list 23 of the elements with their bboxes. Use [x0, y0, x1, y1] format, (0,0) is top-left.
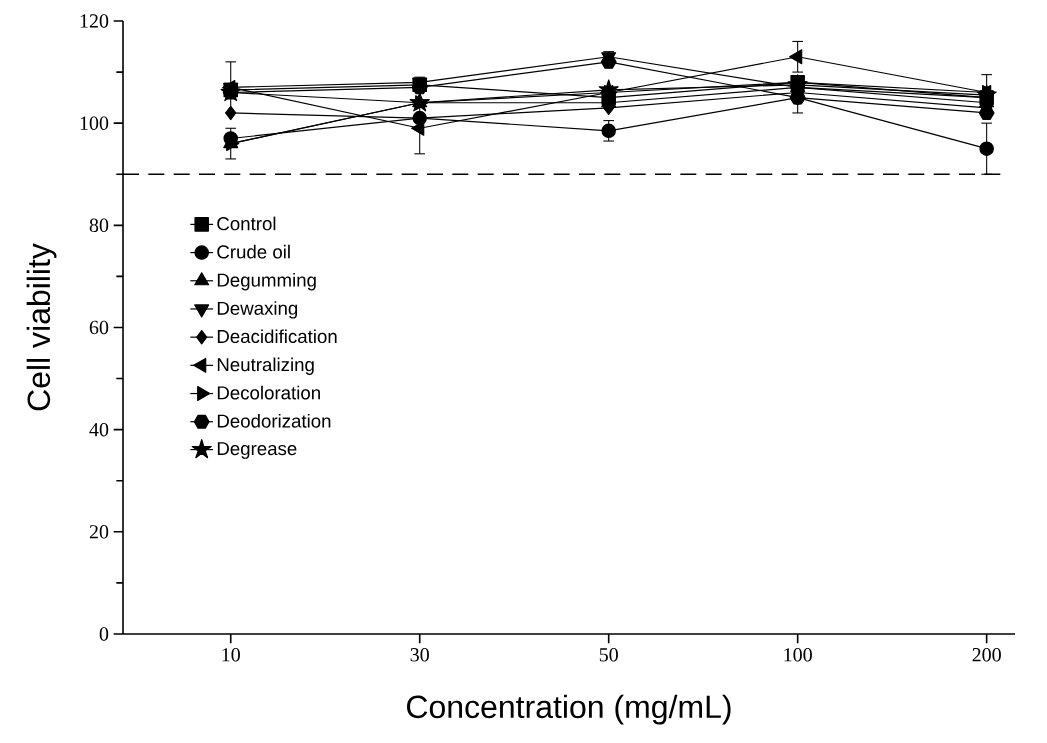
y-axis-title: Cell viability — [26, 243, 57, 411]
legend-label: Control — [217, 216, 276, 231]
x-axis-title: Concentration (mg/mL) — [407, 694, 731, 725]
y-tick-label: 80 — [89, 218, 109, 233]
y-tick-label: 60 — [89, 320, 109, 335]
x-tick-label: 100 — [784, 648, 812, 662]
legend-label: Degrease — [217, 442, 297, 459]
y-tick-label: 0 — [99, 627, 109, 641]
legend-label: Neutralizing — [217, 357, 314, 375]
legend-label: Deodorization — [217, 413, 331, 428]
x-tick-label: 200 — [972, 648, 1001, 662]
y-tick-label: 20 — [89, 525, 109, 539]
legend-label: Degumming — [217, 273, 316, 291]
legend-label: Deacidification — [217, 329, 337, 344]
x-tick-label: 10 — [222, 648, 240, 662]
y-tick-label: 120 — [80, 14, 109, 28]
y-tick-label: 40 — [89, 422, 109, 437]
y-tick-label: 100 — [80, 116, 109, 130]
legend-label: Dewaxing — [217, 301, 298, 319]
x-tick-label: 30 — [410, 648, 429, 662]
legend-label: Crude oil — [217, 244, 290, 259]
x-tick-label: 50 — [599, 648, 618, 662]
legend-label: Decoloration — [217, 385, 320, 400]
